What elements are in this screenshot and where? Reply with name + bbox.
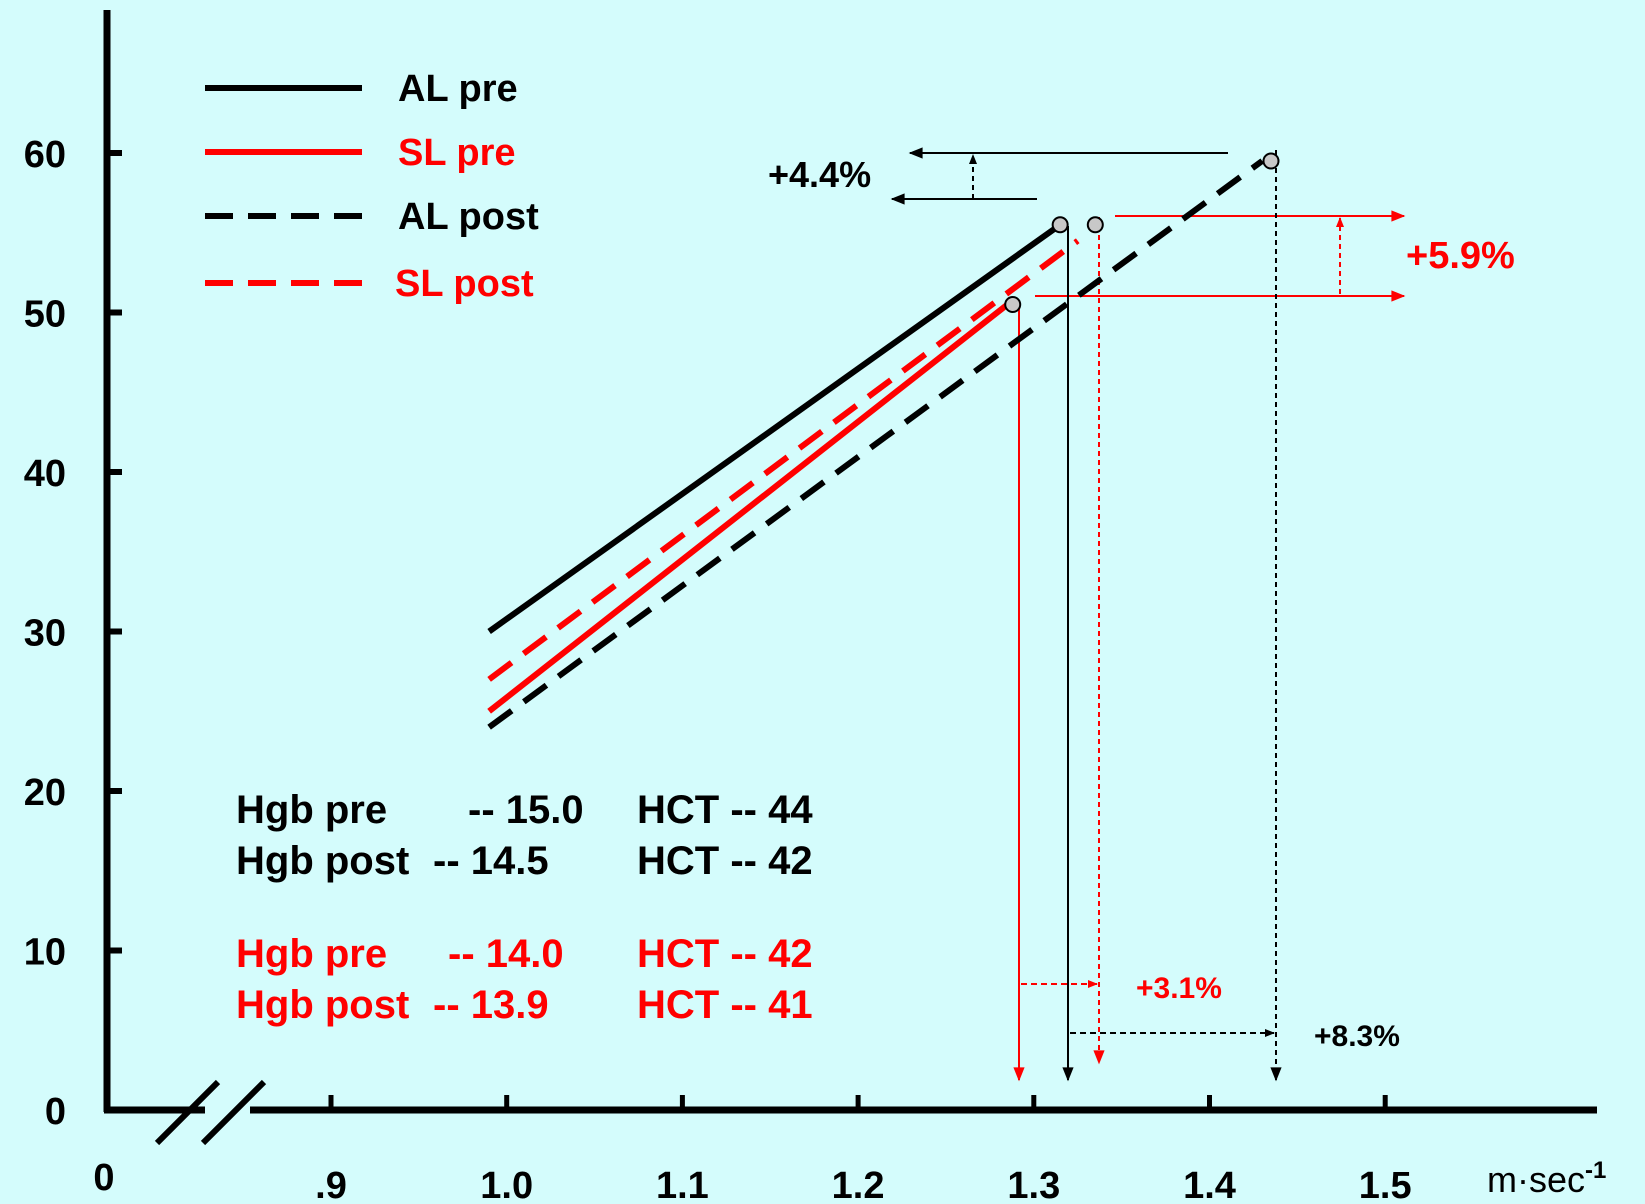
hct-value: HCT -- 42 (637, 839, 813, 883)
series-end-marker (1051, 216, 1069, 234)
y-tick-label: 40 (24, 453, 66, 495)
axis-break-mark (154, 1079, 221, 1146)
hgb-value: -- 14.5 (433, 839, 549, 883)
legend-label: SL post (395, 263, 534, 305)
legend-label: SL pre (398, 132, 516, 174)
hgb-label: Hgb post (236, 983, 409, 1027)
hgb-label: Hgb pre (236, 932, 387, 976)
y-tick-label: 10 (24, 932, 66, 974)
series-end-marker (1004, 296, 1022, 314)
hgb-value: -- 14.0 (448, 932, 564, 976)
x-tick-label: 1.4 (1183, 1165, 1236, 1204)
change-annotation: +8.3% (1314, 1020, 1400, 1053)
change-annotation: +3.1% (1136, 972, 1222, 1005)
series-line (487, 302, 1010, 714)
series-end-marker (1086, 216, 1104, 234)
hct-value: HCT -- 42 (637, 932, 813, 976)
series-line (487, 158, 1264, 730)
hgb-label: Hgb pre (236, 788, 387, 832)
x-tick-label: 1.0 (480, 1165, 533, 1204)
hgb-value: -- 13.9 (433, 983, 549, 1027)
change-annotation: +5.9% (1406, 235, 1515, 277)
change-annotation: +4.4% (768, 154, 871, 195)
x-origin-label: 0 (93, 1157, 114, 1199)
legend-label: AL pre (398, 68, 518, 110)
y-tick-label: 20 (24, 772, 66, 814)
y-tick-label: 0 (45, 1091, 66, 1133)
y-tick-label: 30 (24, 613, 66, 655)
x-unit-text: m·sec (1487, 1159, 1585, 1200)
y-tick-label: 50 (24, 294, 66, 336)
hct-value: HCT -- 44 (637, 788, 813, 832)
x-unit-label: m·sec-1 (1487, 1157, 1606, 1200)
hgb-label: Hgb post (236, 839, 409, 883)
x-unit-exponent: -1 (1585, 1157, 1606, 1184)
x-tick-label: 1.5 (1359, 1165, 1412, 1204)
x-tick-label: 1.1 (656, 1165, 709, 1204)
series-line (487, 238, 1080, 682)
series-line (487, 222, 1062, 634)
axes (103, 10, 1597, 1146)
legend-label: AL post (398, 196, 539, 238)
hgb-value: -- 15.0 (468, 788, 584, 832)
series-end-marker (1262, 152, 1280, 170)
guide-lines (890, 147, 1406, 1082)
x-tick-label: .9 (315, 1165, 347, 1204)
x-tick-label: 1.2 (832, 1165, 885, 1204)
axis-break-mark (200, 1079, 267, 1146)
x-tick-label: 1.3 (1007, 1165, 1060, 1204)
y-tick-label: 60 (24, 134, 66, 176)
hct-value: HCT -- 41 (637, 983, 813, 1027)
